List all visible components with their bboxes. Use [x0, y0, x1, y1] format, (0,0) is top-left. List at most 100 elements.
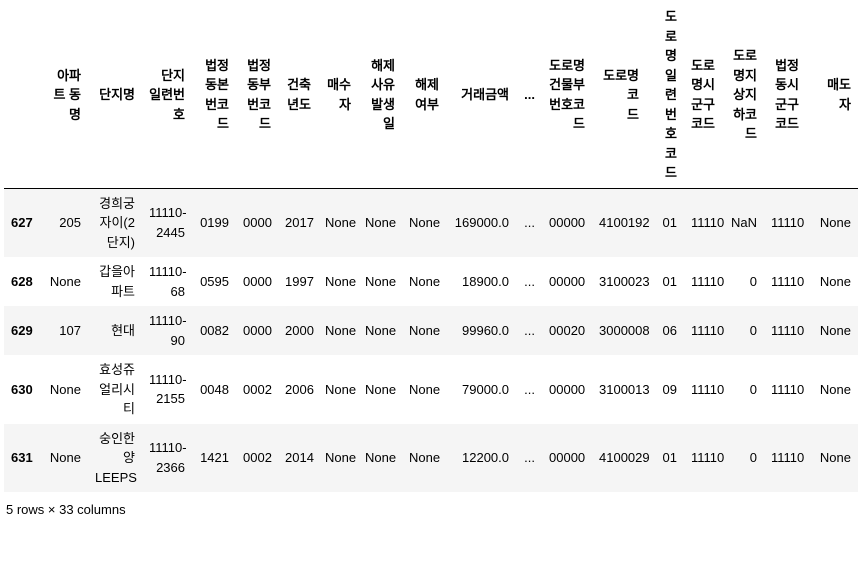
data-cell: None: [325, 215, 357, 230]
data-cell: 4100192: [599, 215, 650, 230]
data-cell: 효성쥬 얼리시 티: [99, 362, 135, 416]
row-index-cell: 627: [11, 215, 33, 230]
data-cell: None: [325, 273, 357, 289]
data-cell: None: [325, 450, 357, 465]
data-cell: 11110: [691, 215, 725, 230]
data-cell: None: [409, 381, 441, 397]
data-cell: None: [49, 381, 81, 397]
data-cell: 99960.0: [462, 322, 509, 338]
column-header-cell: 해제 여부: [402, 2, 446, 189]
data-cell: 11110- 2366: [149, 440, 187, 475]
data-cell: 경희궁 자이(2 단지): [99, 195, 135, 250]
data-cell: 11110: [691, 322, 725, 338]
row-index-cell: 628: [11, 273, 33, 289]
data-cell: 0048: [200, 381, 229, 397]
data-cell: 11110: [771, 215, 805, 230]
data-cell: 11110- 2155: [149, 371, 187, 407]
data-cell: 11110: [771, 273, 805, 289]
dataframe-shape-caption: 5 rows × 33 columns: [6, 502, 126, 517]
data-cell: 0082: [200, 322, 229, 338]
column-header-cell: 아파 트 동 명: [34, 2, 88, 189]
data-cell: ...: [524, 450, 535, 465]
data-cell: ...: [524, 215, 535, 230]
index-header-cell: [4, 2, 34, 189]
data-cell: 0595: [200, 273, 229, 289]
row-index-cell: 629: [11, 322, 33, 338]
data-cell: NaN: [730, 215, 757, 230]
data-cell: 01: [662, 273, 677, 289]
data-cell: 11110: [771, 450, 805, 465]
data-cell: None: [819, 381, 851, 397]
data-cell: None: [365, 381, 397, 397]
data-cell: 79000.0: [462, 381, 509, 397]
data-cell: 0002: [243, 381, 272, 397]
data-cell: 0: [749, 273, 757, 289]
data-cell: None: [409, 322, 441, 338]
data-cell: 09: [662, 381, 677, 397]
column-header-cell: 단지 일련번 호: [142, 2, 192, 189]
data-cell: 3100023: [599, 273, 650, 289]
data-cell: 01: [662, 450, 677, 465]
data-cell: 00000: [549, 450, 586, 465]
data-cell: 2006: [285, 381, 314, 397]
column-header-cell: 법정 동시 군구 코드: [764, 2, 806, 189]
data-cell: 11110: [771, 381, 805, 397]
data-cell: ...: [524, 381, 535, 397]
dataframe-body: 627 205 경희궁 자이(2 단지) 11110- 2445 0199 0000 201…: [4, 188, 858, 492]
data-cell: None: [365, 450, 397, 465]
data-cell: 00000: [549, 215, 586, 230]
data-cell: 0199: [200, 215, 229, 230]
data-cell: 107: [59, 322, 81, 338]
data-cell: None: [819, 450, 851, 465]
data-cell: 3000008: [599, 322, 650, 338]
column-header-cell: 해제 사유 발생 일: [358, 2, 402, 189]
data-cell: None: [409, 273, 441, 289]
table-row: 630 None 효성쥬 얼리시 티 11110- 2155 0048 0002 2006 N…: [4, 355, 858, 424]
data-cell: 0000: [243, 273, 272, 289]
data-cell: None: [409, 215, 441, 230]
data-cell: None: [365, 273, 397, 289]
data-cell: None: [365, 215, 397, 230]
table-row: 627 205 경희궁 자이(2 단지) 11110- 2445 0199 0000 201…: [4, 188, 858, 257]
data-cell: 18900.0: [462, 273, 509, 289]
column-header-cell: 도로명코 드: [592, 2, 646, 189]
data-cell: 0000: [243, 215, 272, 230]
column-header-cell: 매수 자: [318, 2, 358, 189]
data-cell: 0: [749, 322, 757, 338]
column-header-cell: 건축 년도: [278, 2, 318, 189]
table-row: 628 None 갑을아 파트 11110- 68 0595 0000 1997 None No…: [4, 257, 858, 306]
data-cell: 1997: [285, 273, 314, 289]
data-cell: 00020: [549, 322, 586, 338]
data-cell: 1421: [200, 450, 229, 465]
data-cell: 11110: [691, 450, 725, 465]
data-cell: None: [49, 450, 81, 465]
table-row: 631 None 숭인한 양 LEEPS 11110- 2366 1421 0002 201…: [4, 423, 858, 492]
column-header-cell: 거래금액: [446, 2, 516, 189]
data-cell: None: [819, 273, 851, 289]
data-cell: 169000.0: [454, 215, 509, 230]
data-cell: 205: [59, 215, 81, 230]
data-cell: None: [49, 273, 81, 289]
column-header-cell: 도로 명시 군구 코드: [684, 2, 722, 189]
data-cell: 현대: [111, 322, 135, 338]
data-cell: None: [819, 215, 851, 230]
data-cell: None: [325, 322, 357, 338]
data-cell: 갑을아 파트: [99, 264, 135, 299]
data-cell: 00000: [549, 273, 586, 289]
data-cell: 숭인한 양 LEEPS: [95, 430, 137, 485]
data-cell: 2000: [285, 322, 314, 338]
column-header-cell: 도 로 명 일 련 번 호 코 드: [646, 2, 684, 189]
data-cell: 11110- 2445: [149, 205, 187, 240]
column-header-cell: 도로명 건물부 번호코 드: [542, 2, 592, 189]
data-cell: 2014: [285, 450, 314, 465]
table-row: 629 107 현대 11110- 90 0082 0000 2000 None None Non…: [4, 306, 858, 355]
column-header-cell: 법정 동본 번코 드: [192, 2, 236, 189]
data-cell: 2017: [285, 215, 314, 230]
data-cell: 11110: [691, 381, 725, 397]
data-cell: 11110: [771, 322, 805, 338]
data-cell: 00000: [549, 381, 586, 397]
data-cell: 11110- 90: [149, 313, 187, 348]
data-cell: 12200.0: [462, 450, 509, 465]
data-cell: 11110- 68: [149, 264, 187, 299]
